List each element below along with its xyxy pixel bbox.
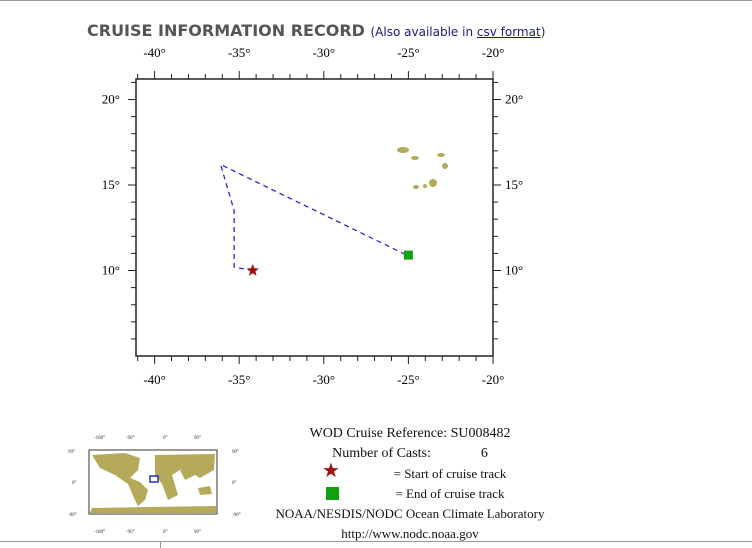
lat-tick-label: 15° bbox=[505, 177, 523, 192]
island-icon bbox=[429, 179, 437, 187]
island-icon bbox=[411, 156, 419, 160]
top-divider bbox=[0, 0, 752, 1]
inset-americas bbox=[92, 453, 148, 506]
start-label: = Start of cruise track bbox=[393, 466, 507, 481]
lon-tick-label: -30° bbox=[313, 45, 336, 60]
lat-tick-label: 10° bbox=[505, 263, 523, 278]
island-icon bbox=[423, 184, 427, 188]
lon-tick-label: -20° bbox=[482, 45, 505, 60]
star-icon: ★ bbox=[322, 460, 340, 482]
island-icon bbox=[413, 185, 419, 189]
lat-tick-label: 15° bbox=[102, 177, 120, 192]
lon-tick-label: -40° bbox=[143, 45, 166, 60]
casts-row: Number of Casts: 6 bbox=[250, 444, 570, 464]
inset-lat-label: 90° bbox=[68, 450, 75, 455]
inset-lat-label: -90° bbox=[232, 513, 241, 518]
inset-lon-label: -180° bbox=[94, 530, 105, 535]
start-legend: ★ = Start of cruise track bbox=[250, 460, 570, 484]
inset-lon-label: -90° bbox=[126, 436, 135, 441]
lon-tick-label: -25° bbox=[397, 45, 420, 60]
lat-tick-label: 20° bbox=[505, 92, 523, 107]
inset-lon-label: 90° bbox=[194, 436, 201, 441]
inset-australia bbox=[198, 486, 212, 495]
page-title: CRUISE INFORMATION RECORD (Also availabl… bbox=[87, 21, 546, 40]
island-icon bbox=[437, 153, 445, 157]
end-square-icon bbox=[403, 250, 413, 260]
square-icon bbox=[326, 487, 339, 500]
island-icon bbox=[397, 147, 409, 153]
csv-note: (Also available in csv format) bbox=[370, 25, 546, 39]
inset-region-box bbox=[149, 475, 159, 483]
start-star-icon bbox=[246, 264, 259, 276]
cruise-reference: WOD Cruise Reference: SU008482 bbox=[309, 426, 511, 441]
casts-value: 6 bbox=[480, 446, 488, 461]
lon-tick-label: -40° bbox=[143, 372, 166, 387]
end-legend: = End of cruise track bbox=[250, 484, 570, 504]
inset-lon-label: -90° bbox=[126, 530, 135, 535]
inset-lon-label: -180° bbox=[94, 436, 105, 441]
inset-lat-label: 0° bbox=[72, 481, 77, 486]
inset-lat-label: -90° bbox=[68, 513, 77, 518]
end-label: = End of cruise track bbox=[395, 486, 505, 501]
lab-url: http://www.nodc.noaa.gov bbox=[341, 526, 479, 541]
map-frame bbox=[135, 78, 494, 357]
lat-tick-label: 20° bbox=[102, 92, 120, 107]
lon-tick-label: -35° bbox=[228, 372, 251, 387]
island-icon bbox=[442, 163, 448, 169]
column-divider bbox=[160, 541, 161, 548]
inset-lat-label: 90° bbox=[232, 450, 239, 455]
lon-tick-label: -20° bbox=[482, 372, 505, 387]
lat-tick-label: 10° bbox=[102, 263, 120, 278]
lon-tick-label: -35° bbox=[228, 45, 251, 60]
inset-lon-label: 90° bbox=[194, 530, 201, 535]
bottom-divider bbox=[0, 541, 752, 542]
cruise-track-line bbox=[219, 163, 407, 272]
casts-label: Number of Casts: bbox=[332, 446, 431, 461]
inset-antarctica bbox=[90, 506, 216, 513]
cruise-legend: WOD Cruise Reference: SU008482 Number of… bbox=[250, 424, 570, 544]
inset-eurasia-africa bbox=[155, 454, 215, 500]
inset-lon-label: 0° bbox=[163, 436, 168, 441]
inset-lon-label: 0° bbox=[163, 530, 168, 535]
lon-tick-label: -30° bbox=[313, 372, 336, 387]
csv-format-link[interactable]: csv format bbox=[476, 25, 541, 39]
lon-tick-label: -25° bbox=[397, 372, 420, 387]
inset-lat-label: 0° bbox=[232, 481, 237, 486]
lab-name: NOAA/NESDIS/NODC Ocean Climate Laborator… bbox=[275, 506, 545, 521]
